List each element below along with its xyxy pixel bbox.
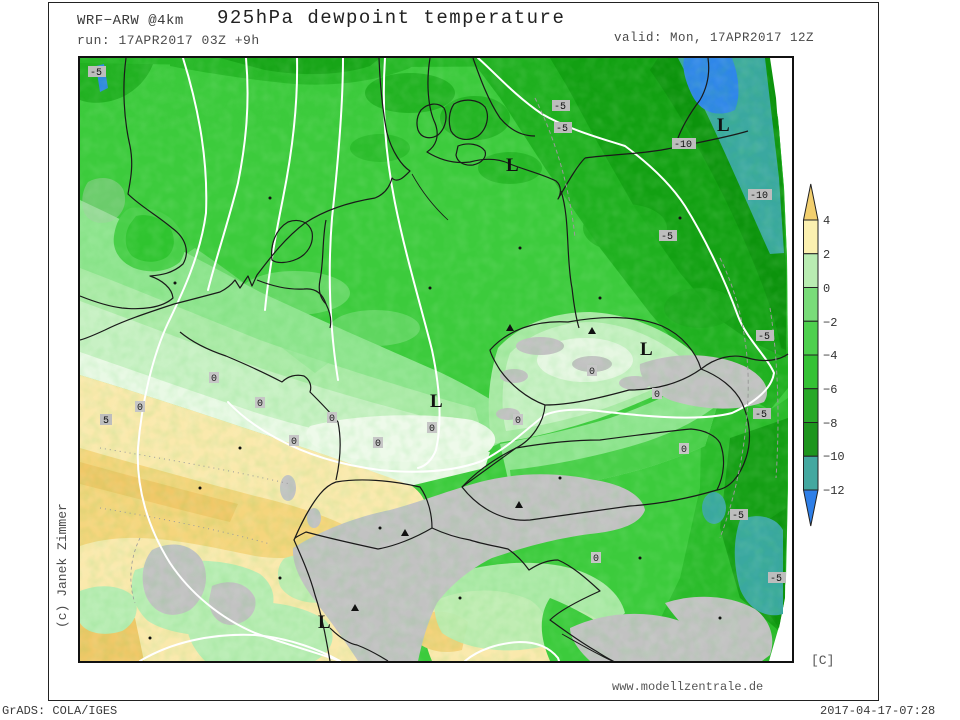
- svg-text:0: 0: [257, 399, 263, 410]
- svg-text:-5: -5: [556, 124, 568, 135]
- svg-text:L: L: [717, 115, 730, 136]
- svg-text:0: 0: [375, 439, 381, 450]
- svg-text:0: 0: [823, 282, 830, 296]
- svg-text:−12: −12: [823, 484, 845, 498]
- svg-text:-10: -10: [674, 140, 692, 151]
- svg-text:-5: -5: [755, 410, 767, 421]
- svg-text:5: 5: [103, 416, 109, 427]
- svg-text:0: 0: [329, 414, 335, 425]
- svg-text:L: L: [506, 155, 519, 176]
- svg-text:L: L: [640, 339, 653, 360]
- svg-text:−10: −10: [823, 450, 845, 464]
- svg-text:-5: -5: [758, 332, 770, 343]
- svg-text:4: 4: [823, 214, 830, 228]
- svg-text:−6: −6: [823, 383, 837, 397]
- svg-text:L: L: [430, 391, 443, 412]
- svg-text:−8: −8: [823, 417, 837, 431]
- svg-text:-5: -5: [90, 68, 102, 79]
- svg-text:-5: -5: [554, 102, 566, 113]
- svg-text:-5: -5: [661, 232, 673, 243]
- svg-text:0: 0: [429, 424, 435, 435]
- svg-text:0: 0: [681, 445, 687, 456]
- svg-text:0: 0: [654, 390, 660, 401]
- svg-text:0: 0: [137, 403, 143, 414]
- svg-text:0: 0: [291, 437, 297, 448]
- svg-text:-10: -10: [750, 191, 768, 202]
- svg-text:L: L: [318, 612, 331, 633]
- svg-text:-5: -5: [732, 511, 744, 522]
- svg-text:-5: -5: [770, 574, 782, 585]
- svg-text:−2: −2: [823, 316, 837, 330]
- svg-text:−4: −4: [823, 349, 837, 363]
- svg-text:0: 0: [593, 554, 599, 565]
- svg-text:2: 2: [823, 248, 830, 262]
- svg-text:0: 0: [515, 416, 521, 427]
- svg-text:0: 0: [589, 367, 595, 378]
- svg-text:0: 0: [211, 374, 217, 385]
